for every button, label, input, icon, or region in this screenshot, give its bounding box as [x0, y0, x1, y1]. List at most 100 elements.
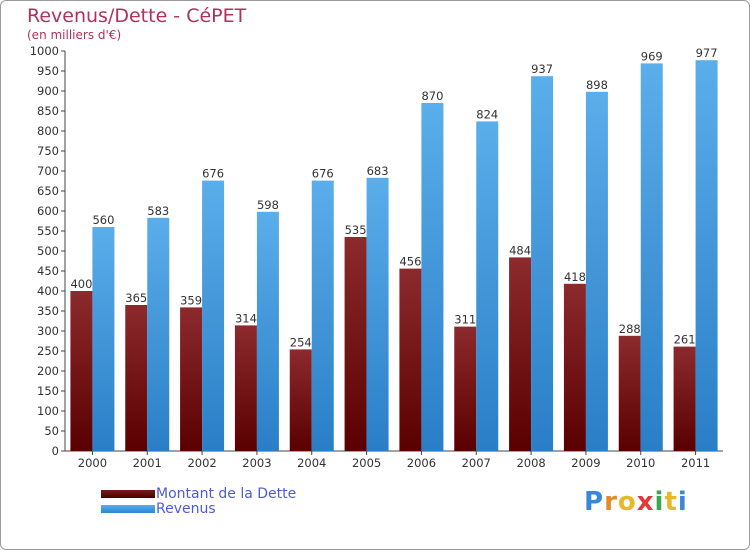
y-tick-label: 200 [37, 364, 59, 378]
bar-revenue-2010 [640, 63, 663, 452]
x-tick-label: 2009 [571, 456, 600, 470]
value-label-revenue-2004: 676 [312, 167, 334, 181]
bar-debt-2004 [289, 349, 312, 451]
y-tick-label: 0 [52, 444, 59, 458]
y-tick-label: 450 [37, 264, 59, 278]
value-label-debt-2005: 535 [345, 223, 367, 237]
y-tick-label: 950 [37, 64, 59, 78]
value-label-debt-2002: 359 [180, 293, 202, 307]
y-tick-label: 500 [37, 244, 59, 258]
x-tick-label: 2000 [78, 456, 107, 470]
bar-debt-2003 [234, 325, 257, 451]
bar-revenue-2004 [311, 180, 334, 451]
proxiti-logo: Proxiti [584, 487, 688, 517]
bar-debt-2008 [509, 257, 532, 451]
value-label-debt-2007: 311 [454, 313, 476, 327]
x-tick-label: 2001 [133, 456, 162, 470]
y-tick-label: 150 [37, 384, 59, 398]
value-label-debt-2004: 254 [290, 335, 312, 349]
bars [70, 60, 718, 452]
x-axis: 2000 2001 2002 2003 2004 2005 2006 2007 2008 2009… [65, 450, 723, 470]
y-tick-label: 850 [37, 104, 59, 118]
value-label-debt-2011: 261 [674, 333, 696, 347]
y-tick-label: 250 [37, 344, 59, 358]
chart-subtitle: (en milliers d'€) [27, 28, 122, 42]
value-label-debt-2003: 314 [235, 311, 257, 325]
bar-revenue-2007 [476, 121, 499, 452]
bar-revenue-2006 [421, 103, 444, 451]
bar-revenue-2000 [92, 227, 115, 451]
x-tick-label: 2003 [242, 456, 271, 470]
chart-title: Revenus/Dette - CéPET [27, 5, 247, 27]
logo-letter: o [617, 487, 637, 517]
x-tick-label: 2006 [407, 456, 436, 470]
bar-debt-2006 [399, 268, 422, 451]
bar-debt-2010 [618, 335, 641, 451]
bar-debt-2002 [180, 307, 203, 451]
bar-debt-2007 [454, 326, 477, 451]
x-tick-label: 2005 [352, 456, 381, 470]
value-label-revenue-2010: 969 [641, 49, 663, 63]
legend-label-revenue: Revenus [156, 501, 216, 517]
y-tick-label: 650 [37, 184, 59, 198]
y-tick-label: 1000 [30, 44, 59, 58]
x-tick-label: 2007 [462, 456, 491, 470]
value-label-revenue-2000: 560 [92, 213, 114, 227]
bar-revenue-2002 [202, 180, 225, 451]
value-label-revenue-2005: 683 [367, 164, 389, 178]
y-tick-label: 800 [37, 124, 59, 138]
bar-revenue-2011 [695, 60, 718, 451]
y-tick-label: 100 [37, 404, 59, 418]
value-label-debt-2001: 365 [125, 291, 147, 305]
bar-revenue-2009 [585, 91, 608, 452]
bar-debt-2000 [70, 291, 93, 451]
y-tick-label: 550 [37, 224, 59, 238]
value-label-revenue-2006: 870 [421, 89, 443, 103]
value-label-revenue-2001: 583 [147, 204, 169, 218]
y-tick-label: 300 [37, 324, 59, 338]
bar-debt-2009 [563, 283, 586, 451]
value-label-debt-2009: 418 [564, 270, 586, 284]
value-label-revenue-2008: 937 [531, 62, 553, 76]
legend-swatch-debt [101, 490, 155, 498]
y-axis: 0 50 100 150 200 250 300 350 400 450 500 550 600 650 7… [30, 44, 66, 458]
x-tick-label: 2010 [626, 456, 655, 470]
y-tick-label: 900 [37, 84, 59, 98]
value-label-debt-2000: 400 [70, 277, 92, 291]
logo-letter: P [584, 487, 605, 517]
value-label-revenue-2007: 824 [476, 107, 498, 121]
logo-letter: t [664, 487, 678, 517]
bar-debt-2001 [125, 305, 148, 451]
logo-letter: i [654, 487, 665, 517]
y-tick-label: 350 [37, 304, 59, 318]
y-tick-label: 50 [44, 424, 59, 438]
x-tick-label: 2004 [297, 456, 326, 470]
y-tick-label: 600 [37, 204, 59, 218]
value-label-revenue-2011: 977 [696, 46, 718, 60]
bar-revenue-2005 [366, 177, 389, 452]
value-label-revenue-2009: 898 [586, 78, 608, 92]
bar-revenue-2008 [531, 76, 554, 451]
bar-revenue-2003 [256, 211, 279, 451]
x-tick-label: 2011 [681, 456, 710, 470]
bar-debt-2011 [673, 346, 696, 451]
value-label-revenue-2003: 598 [257, 198, 279, 212]
logo-letter: x [636, 487, 655, 517]
legend-label-debt: Montant de la Dette [156, 486, 297, 502]
x-tick-label: 2008 [516, 456, 545, 470]
bar-revenue-2001 [147, 217, 170, 451]
value-label-debt-2006: 456 [399, 255, 421, 269]
value-label-debt-2008: 484 [509, 243, 531, 257]
x-tick-label: 2002 [187, 456, 216, 470]
logo-letter: i [677, 487, 688, 517]
value-label-debt-2010: 288 [619, 322, 641, 336]
value-label-revenue-2002: 676 [202, 167, 224, 181]
data-labels: 400 560 365 583 359 676 314 598 254 676 535 683 456 8… [70, 46, 717, 349]
y-tick-label: 700 [37, 164, 59, 178]
logo-letter: r [604, 487, 618, 517]
y-tick-label: 750 [37, 144, 59, 158]
legend-swatch-revenue [101, 505, 155, 513]
bar-debt-2005 [344, 237, 367, 451]
